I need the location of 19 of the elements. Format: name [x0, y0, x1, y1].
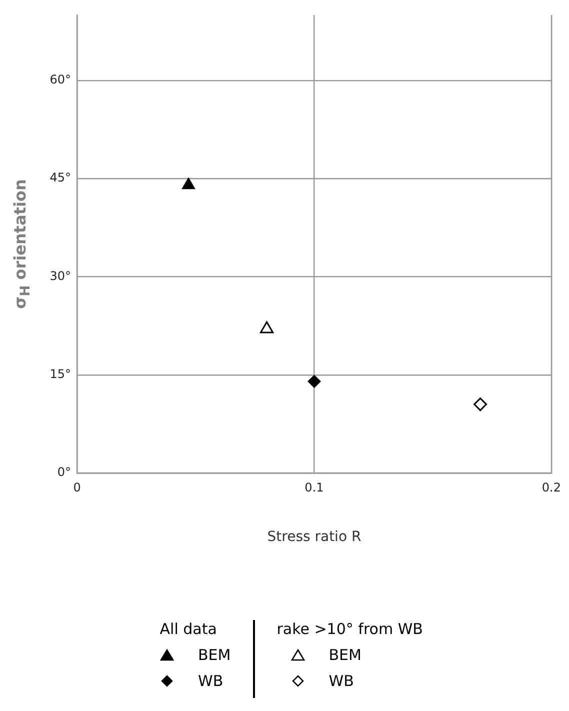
legend-label: WB — [328, 672, 354, 690]
text: rake >10° from WB — [276, 620, 423, 638]
legend-label: BEM — [328, 646, 362, 664]
point — [182, 178, 196, 190]
y-tick-label: 15° — [50, 366, 71, 381]
point — [260, 321, 274, 334]
x-tick-label: 0 — [73, 480, 81, 494]
point — [308, 374, 321, 388]
y-tick-label: 45° — [50, 170, 71, 185]
legend-label: WB — [198, 672, 224, 690]
legend-label: BEM — [198, 646, 231, 664]
x-axis-title: Stress ratio R — [267, 529, 362, 546]
x-tick-label: 0.2 — [542, 480, 562, 494]
y-tick-label: 30° — [50, 268, 71, 283]
y-tick-label: 60° — [50, 72, 71, 87]
point — [474, 398, 488, 412]
x-tick-label: 0.1 — [304, 480, 324, 494]
y-tick-label: 0° — [57, 465, 71, 480]
text: All data — [160, 620, 217, 638]
